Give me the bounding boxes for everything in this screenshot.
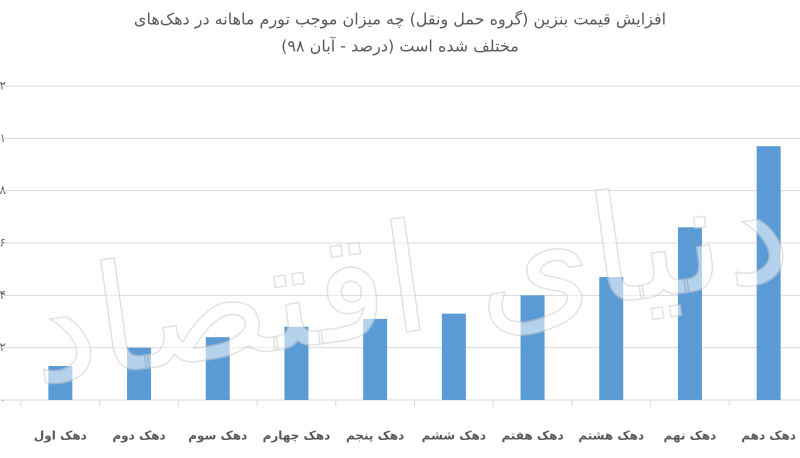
- bar: [756, 146, 781, 400]
- x-tick-label: دهک چهارم: [263, 429, 331, 444]
- x-tick-label: دهک هفتم: [501, 429, 563, 443]
- bar: [284, 326, 309, 400]
- bar: [205, 337, 230, 400]
- x-tick-label: دهک پنجم: [346, 429, 404, 443]
- bar: [127, 347, 152, 400]
- x-tick-label: دهک دوم: [112, 429, 165, 444]
- chart-title: افزایش قیمت بنزین (گروه حمل ونقل) چه میز…: [134, 10, 666, 30]
- bar: [441, 313, 466, 400]
- bar: [520, 295, 545, 400]
- bar: [599, 277, 624, 400]
- x-tick-label: دهک دهم: [741, 429, 796, 443]
- bar: [363, 318, 388, 400]
- chart-title: مختلف شده است (درصد - آبان ۹۸): [281, 37, 519, 57]
- bar: [48, 365, 73, 400]
- x-tick-label: دهک اول: [34, 429, 87, 444]
- bar: [677, 227, 702, 400]
- x-tick-label: دهک ششم: [422, 429, 486, 443]
- x-tick-label: دهک سوم: [188, 429, 247, 444]
- x-tick-label: دهک هشتم: [578, 429, 644, 443]
- x-tick-label: دهک نهم: [664, 429, 717, 443]
